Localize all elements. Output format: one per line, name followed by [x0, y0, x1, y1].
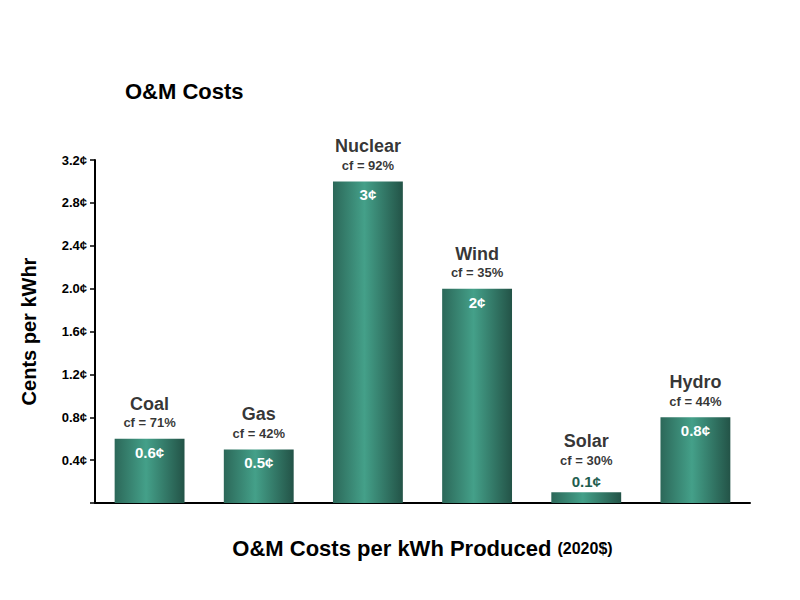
svg-text:1.6¢: 1.6¢ — [62, 324, 87, 339]
svg-text:0.8¢: 0.8¢ — [681, 422, 710, 439]
svg-text:Hydro: Hydro — [669, 372, 721, 392]
svg-text:cf = 30%: cf = 30% — [560, 453, 613, 468]
svg-text:2.8¢: 2.8¢ — [62, 195, 87, 210]
svg-text:0.4¢: 0.4¢ — [62, 453, 87, 468]
svg-text:2¢: 2¢ — [469, 294, 486, 311]
svg-text:O&M Costs: O&M Costs — [125, 79, 244, 104]
svg-text:cf = 35%: cf = 35% — [451, 265, 504, 280]
svg-text:0.1¢: 0.1¢ — [572, 473, 601, 490]
svg-text:2.0¢: 2.0¢ — [62, 281, 87, 296]
svg-text:cf = 92%: cf = 92% — [342, 158, 395, 173]
svg-text:0.6¢: 0.6¢ — [135, 444, 164, 461]
svg-text:(2020$): (2020$) — [557, 540, 612, 557]
svg-text:2.4¢: 2.4¢ — [62, 238, 87, 253]
svg-text:0.8¢: 0.8¢ — [62, 410, 87, 425]
svg-text:Solar: Solar — [564, 431, 609, 451]
svg-text:cf = 71%: cf = 71% — [123, 415, 176, 430]
svg-text:O&M Costs per kWh Produced: O&M Costs per kWh Produced — [232, 536, 557, 561]
svg-text:Coal: Coal — [130, 394, 169, 414]
svg-text:Nuclear: Nuclear — [335, 136, 401, 156]
svg-text:cf = 42%: cf = 42% — [233, 426, 286, 441]
svg-text:3.2¢: 3.2¢ — [62, 153, 87, 168]
svg-text:Cents per kWhr: Cents per kWhr — [18, 257, 40, 405]
svg-text:1.2¢: 1.2¢ — [62, 367, 87, 382]
svg-text:3¢: 3¢ — [360, 186, 377, 203]
svg-text:0.5¢: 0.5¢ — [244, 454, 273, 471]
svg-text:Wind: Wind — [455, 244, 499, 264]
svg-text:Gas: Gas — [242, 404, 276, 424]
svg-text:cf = 44%: cf = 44% — [669, 394, 722, 409]
